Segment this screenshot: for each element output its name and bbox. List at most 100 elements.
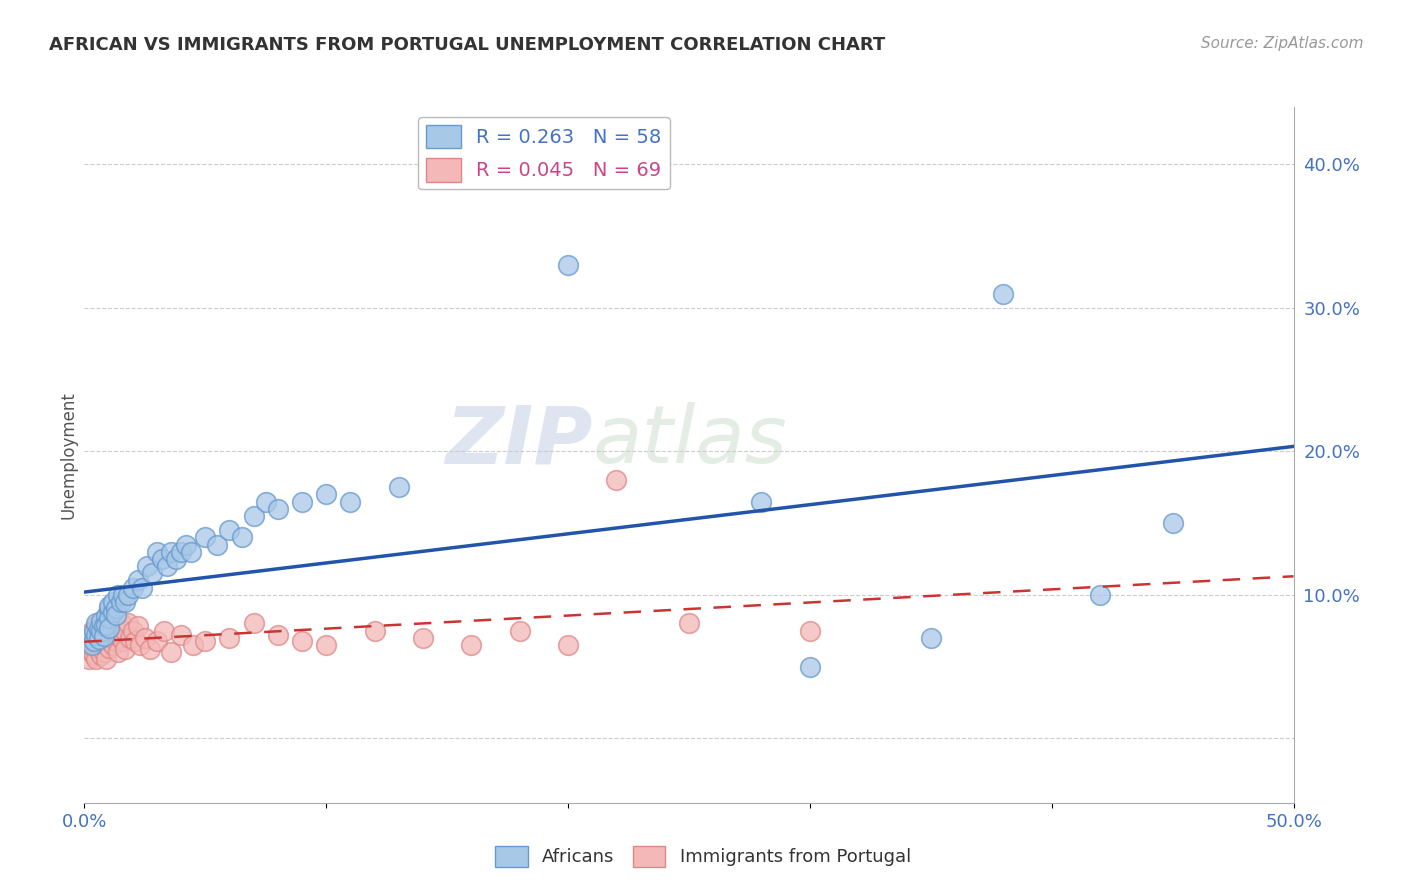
Point (153, 624, 176, 638)
Point (83, 648, 105, 662)
Point (339, 494, 361, 508)
Point (138, 642, 160, 657)
Point (94, 609, 117, 624)
Point (242, 508, 264, 523)
Point (218, 523, 240, 537)
Point (155, 559, 177, 574)
Point (110, 616, 132, 631)
Point (114, 595, 136, 609)
Point (104, 600, 127, 615)
Point (97, 624, 120, 638)
Point (90, 624, 112, 638)
Point (77, 631, 100, 645)
Point (165, 552, 187, 566)
Point (194, 530, 217, 544)
Point (97, 640, 120, 655)
Point (207, 538, 229, 552)
Point (87, 631, 110, 645)
Point (254, 494, 277, 508)
Point (103, 638, 125, 652)
Point (90, 614, 112, 628)
Point (170, 545, 193, 559)
Point (134, 631, 156, 645)
Point (605, 473, 627, 487)
Point (97, 611, 120, 625)
Point (170, 628, 193, 642)
Point (509, 624, 531, 638)
Point (117, 616, 139, 631)
Point (124, 633, 146, 648)
Point (107, 645, 129, 659)
Point (146, 545, 169, 559)
Point (678, 616, 700, 631)
Point (97, 609, 120, 624)
Point (87, 632, 110, 647)
Point (131, 581, 153, 595)
Point (291, 494, 314, 508)
Point (93, 624, 115, 638)
Point (103, 595, 125, 609)
Point (86, 652, 108, 666)
Point (77, 652, 100, 666)
Point (315, 487, 337, 501)
Point (104, 624, 127, 638)
Point (86, 628, 108, 642)
Point (76, 638, 98, 652)
Point (93, 619, 115, 633)
Point (83, 628, 105, 642)
Legend: R = 0.263   N = 58, R = 0.045   N = 69: R = 0.263 N = 58, R = 0.045 N = 69 (418, 117, 669, 189)
Point (107, 588, 129, 602)
Point (799, 624, 821, 638)
Point (557, 638, 579, 652)
Point (90, 633, 112, 648)
Point (920, 631, 942, 645)
Point (86, 642, 108, 657)
Point (104, 633, 127, 648)
Point (80, 645, 103, 659)
Point (80, 633, 103, 648)
Point (93, 629, 115, 643)
Point (557, 258, 579, 272)
Point (460, 638, 482, 652)
Point (160, 645, 183, 659)
Point (141, 566, 163, 581)
Point (83, 633, 105, 648)
Point (93, 645, 115, 659)
Point (94, 619, 117, 633)
Point (121, 581, 143, 595)
Point (97, 602, 120, 616)
Point (94, 633, 117, 648)
Point (799, 659, 821, 673)
Point (100, 633, 122, 648)
Point (136, 559, 159, 574)
Point (86, 616, 108, 631)
Point (112, 633, 135, 648)
Point (267, 628, 290, 642)
Point (146, 633, 169, 648)
Point (120, 631, 142, 645)
Point (181, 638, 204, 652)
Point (267, 501, 290, 516)
Point (94, 652, 117, 666)
Text: AFRICAN VS IMMIGRANTS FROM PORTUGAL UNEMPLOYMENT CORRELATION CHART: AFRICAN VS IMMIGRANTS FROM PORTUGAL UNEM… (49, 36, 886, 54)
Point (231, 530, 253, 544)
Point (97, 599, 120, 614)
Point (87, 640, 110, 655)
Point (242, 616, 264, 631)
Point (100, 616, 122, 631)
Point (315, 638, 337, 652)
Point (993, 286, 1015, 301)
Point (80, 638, 103, 652)
Point (129, 638, 152, 652)
Point (291, 633, 314, 648)
Point (107, 619, 129, 633)
Point (114, 624, 136, 638)
Point (97, 631, 120, 645)
Y-axis label: Unemployment: Unemployment (59, 391, 77, 519)
Text: atlas: atlas (592, 402, 787, 480)
Point (388, 480, 411, 494)
Point (112, 588, 135, 602)
Legend: Africans, Immigrants from Portugal: Africans, Immigrants from Portugal (488, 838, 918, 874)
Point (97, 621, 120, 635)
Point (110, 631, 132, 645)
